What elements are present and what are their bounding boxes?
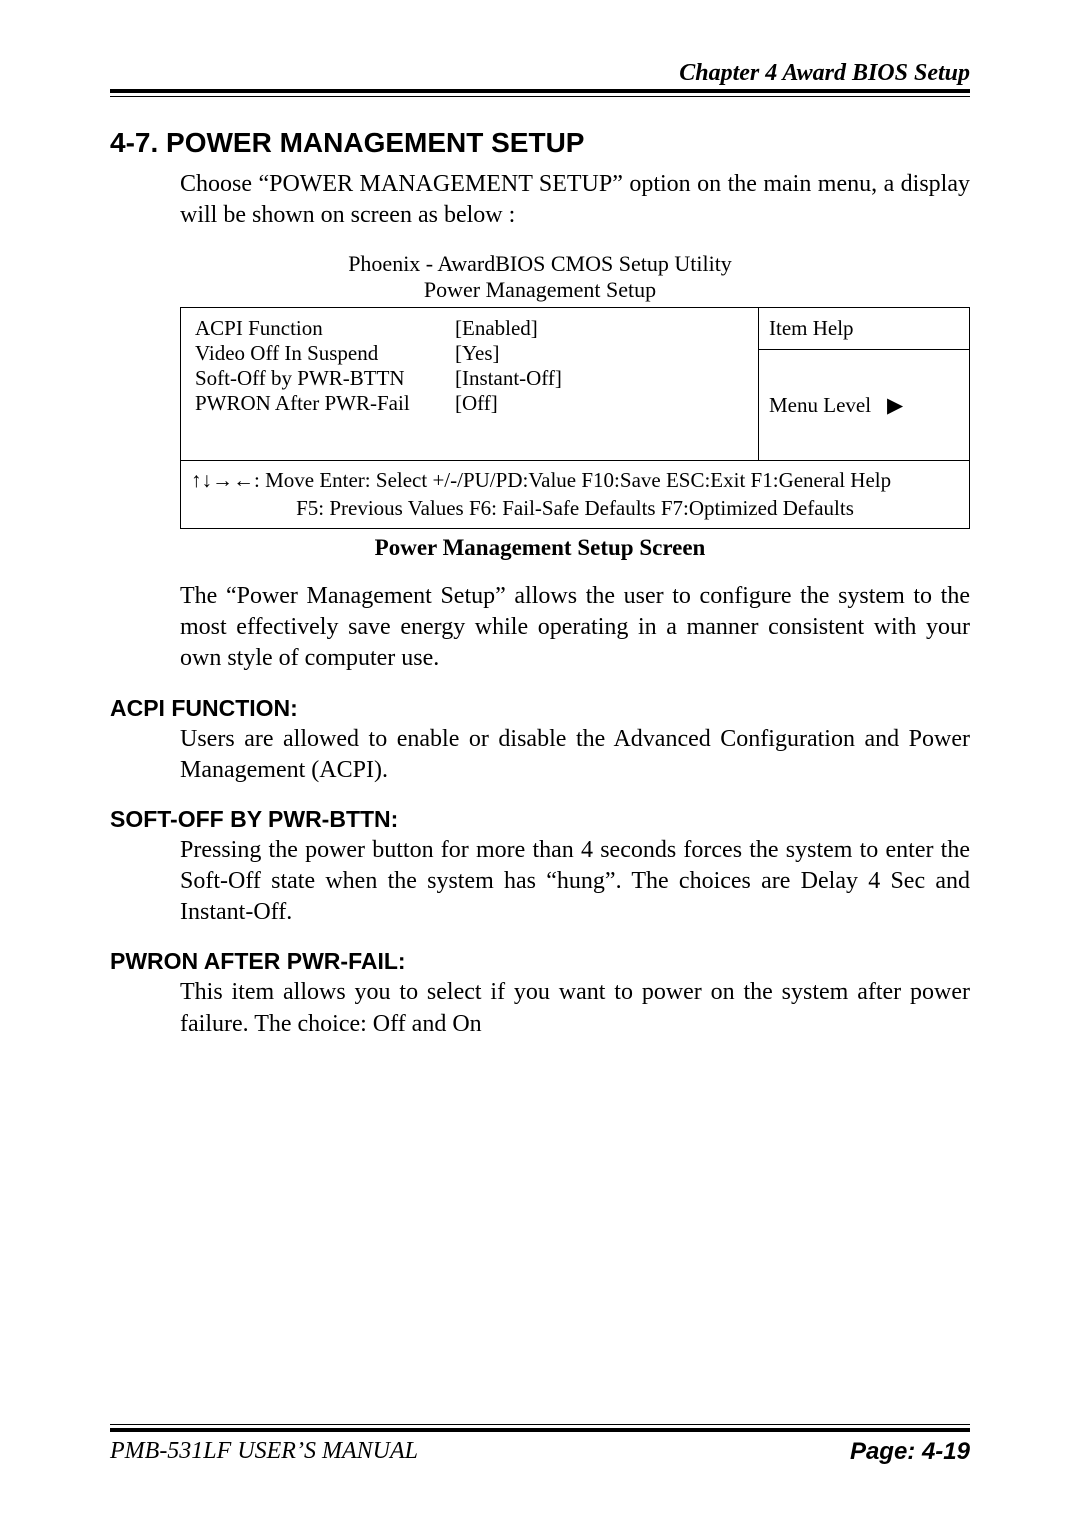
intro-paragraph: Choose “POWER MANAGEMENT SETUP” option o… <box>180 169 970 231</box>
footer-row: PMB-531LF USER’S MANUAL Page: 4-19 <box>110 1438 970 1466</box>
item-help-label: Item Help <box>759 308 969 350</box>
chapter-header: Chapter 4 Award BIOS Setup <box>110 60 970 89</box>
bios-settings-panel: ACPI Function [Enabled] Video Off In Sus… <box>181 308 759 460</box>
footer-manual-name: PMB-531LF USER’S MANUAL <box>110 1438 418 1466</box>
bios-key-help: ↑↓→←: Move Enter: Select +/-/PU/PD:Value… <box>181 461 969 528</box>
pwron-body: This item allows you to select if you wa… <box>180 977 970 1039</box>
section-title: 4-7. POWER MANAGEMENT SETUP <box>110 127 970 159</box>
bios-caption: Power Management Setup Screen <box>110 535 970 561</box>
bios-setting-label: Video Off In Suspend <box>195 341 455 366</box>
acpi-body: Users are allowed to enable or disable t… <box>180 724 970 786</box>
menu-level-row: Menu Level ▶ <box>759 350 969 460</box>
softoff-body: Pressing the power button for more than … <box>180 835 970 929</box>
bios-setting-label: ACPI Function <box>195 316 455 341</box>
page: Chapter 4 Award BIOS Setup 4-7. POWER MA… <box>0 0 1080 1526</box>
bios-setting-row: ACPI Function [Enabled] <box>195 316 744 341</box>
bios-setting-value: [Yes] <box>455 341 744 366</box>
bios-setting-row: Video Off In Suspend [Yes] <box>195 341 744 366</box>
header-rule <box>110 89 970 97</box>
bios-screen-title: Power Management Setup <box>110 277 970 303</box>
pwron-title: PWRON AFTER PWR-FAIL: <box>110 948 970 975</box>
footer-page-number: Page: 4-19 <box>850 1438 970 1466</box>
bios-utility-title: Phoenix - AwardBIOS CMOS Setup Utility <box>110 251 970 277</box>
acpi-title: ACPI FUNCTION: <box>110 695 970 722</box>
bios-setting-label: PWRON After PWR-Fail <box>195 391 455 416</box>
bios-key-help-line1: ↑↓→←: Move Enter: Select +/-/PU/PD:Value… <box>191 467 959 494</box>
bios-setting-label: Soft-Off by PWR-BTTN <box>195 366 455 391</box>
bios-setting-value: [Off] <box>455 391 744 416</box>
bios-top-row: ACPI Function [Enabled] Video Off In Sus… <box>181 308 969 461</box>
bios-key-help-line2: F5: Previous Values F6: Fail-Safe Defaul… <box>191 495 959 522</box>
bios-help-panel: Item Help Menu Level ▶ <box>759 308 969 460</box>
menu-level-arrow-icon: ▶ <box>887 393 903 418</box>
bios-setting-value: [Enabled] <box>455 316 744 341</box>
softoff-title: SOFT-OFF BY PWR-BTTN: <box>110 806 970 833</box>
bios-box: ACPI Function [Enabled] Video Off In Sus… <box>180 307 970 529</box>
footer-rule <box>110 1424 970 1432</box>
bios-setting-value: [Instant-Off] <box>455 366 744 391</box>
page-footer: PMB-531LF USER’S MANUAL Page: 4-19 <box>110 1424 970 1466</box>
bios-setting-row: PWRON After PWR-Fail [Off] <box>195 391 744 416</box>
bios-setting-row: Soft-Off by PWR-BTTN [Instant-Off] <box>195 366 744 391</box>
power-mgmt-description: The “Power Management Setup” allows the … <box>180 581 970 675</box>
spacer <box>195 416 744 436</box>
menu-level-label: Menu Level <box>769 393 871 418</box>
